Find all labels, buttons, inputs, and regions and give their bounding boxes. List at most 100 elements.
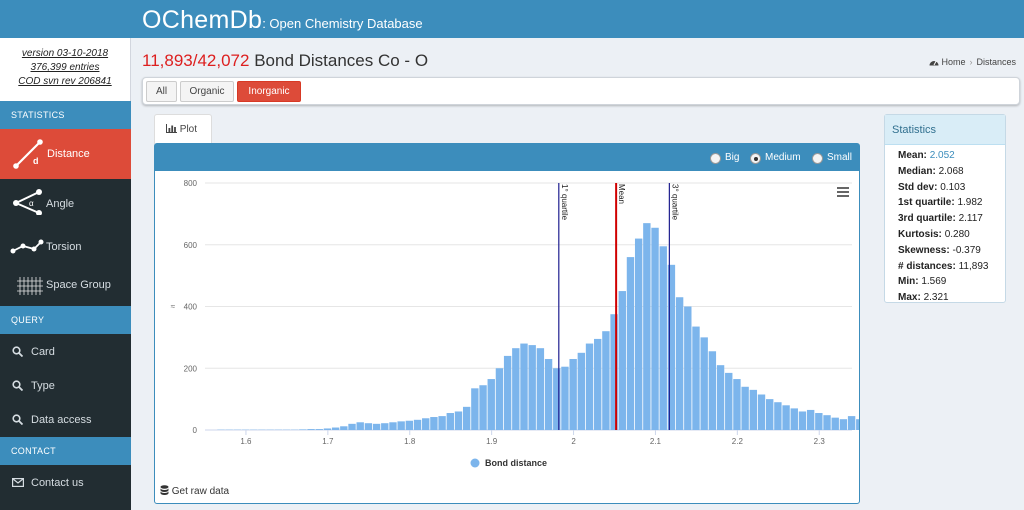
size-small-radio[interactable] — [812, 153, 823, 164]
histogram-bar — [471, 388, 479, 430]
histogram-bar — [561, 366, 569, 430]
histogram-bar — [839, 419, 848, 430]
sidebar-item-card[interactable]: Card — [0, 334, 131, 368]
histogram-bar — [831, 417, 839, 430]
filter-organic-button[interactable]: Organic — [180, 81, 234, 102]
stat-value: 0.280 — [944, 229, 970, 240]
histogram-bar — [381, 423, 389, 430]
raw-data-label: Get raw data — [171, 486, 230, 497]
version-link[interactable]: version 03-10-2018 — [21, 48, 109, 59]
x-tick-label: 2.3 — [814, 437, 826, 446]
histogram-bar — [340, 426, 348, 430]
sidebar-label-contact-us: Contact us — [31, 477, 84, 489]
contact-section-header: CONTACT — [0, 437, 131, 465]
database-icon — [160, 485, 169, 495]
sidebar-label-type: Type — [31, 380, 55, 392]
histogram-bar — [405, 420, 414, 430]
stat-label: Min: — [898, 276, 919, 288]
sidebar-item-angle[interactable]: α Angle — [0, 179, 131, 229]
size-medium-radio[interactable] — [750, 153, 761, 164]
histogram-bar — [364, 423, 373, 430]
breadcrumb: Home › Distances — [929, 57, 1016, 67]
stat-label: Max: — [898, 292, 921, 304]
sidebar-item-type[interactable]: Type — [0, 368, 131, 402]
stat-value: 2.052 — [929, 150, 955, 161]
sidebar-item-torsion[interactable]: Torsion — [0, 229, 131, 267]
hamburger-line — [837, 187, 849, 189]
sidebar-item-data-access[interactable]: Data access — [0, 402, 131, 436]
filter-all-button[interactable]: All — [146, 81, 177, 102]
sidebar-item-distance[interactable]: d Distance — [0, 129, 131, 179]
stat-row: 1st quartile: 1.982 — [898, 197, 983, 208]
histogram-bar — [700, 337, 708, 430]
size-big-label: Big — [725, 152, 740, 163]
breadcrumb-home[interactable]: Home — [941, 57, 966, 67]
histogram-bar — [446, 413, 454, 430]
histogram-bar — [618, 291, 626, 430]
histogram-bar — [536, 348, 545, 430]
histogram-bar — [847, 416, 856, 430]
size-small-label: Small — [827, 152, 853, 163]
histogram-bar — [782, 405, 790, 430]
sidebar-label-card: Card — [31, 346, 55, 358]
hamburger-icon[interactable] — [837, 187, 849, 197]
histogram-bar — [577, 352, 586, 430]
sidebar-item-contact-us[interactable]: Contact us — [0, 465, 131, 499]
x-tick-label: 2.2 — [732, 437, 744, 446]
brand-subtitle: : Open Chemistry Database — [262, 16, 423, 31]
size-big-radio[interactable] — [710, 153, 721, 164]
histogram-bar — [299, 429, 307, 430]
stat-value: 0.103 — [940, 181, 966, 193]
stat-label: Kurtosis: — [898, 229, 942, 240]
svg-text:d: d — [33, 156, 39, 166]
x-tick-label: 2 — [571, 437, 576, 446]
hamburger-line — [837, 195, 849, 197]
angle-icon: α — [13, 189, 42, 215]
histogram-bar — [544, 358, 553, 430]
histogram-bar — [643, 223, 651, 430]
entries-link[interactable]: 376,399 entries — [30, 62, 100, 73]
x-tick-label: 1.8 — [404, 437, 416, 446]
stat-label: 3rd quartile: — [898, 213, 956, 225]
stat-label: # distances: — [898, 260, 956, 272]
stat-label: Skewness: — [898, 244, 950, 256]
histogram-chart: 0 200 400 600 800 ≈1.6 1.7 1.8 1.9 2 2.1 2.2 2.3 1° q… — [171, 179, 859, 468]
histogram-bar — [487, 379, 495, 430]
sidebar-item-space-group[interactable]: Space Group — [0, 267, 131, 307]
sidebar-label-angle: Angle — [46, 198, 75, 210]
filter-inorganic-button[interactable]: Inorganic — [237, 81, 301, 102]
app-brand[interactable]: OChemDb: Open Chemistry Database — [142, 6, 423, 35]
histogram-bar — [798, 411, 807, 430]
page-title: 11,893/42,072 Bond Distances Co - O — [142, 51, 428, 71]
histogram-bar — [512, 348, 520, 430]
histogram-bar — [454, 411, 463, 430]
sidebar-label-space-group: Space Group — [46, 279, 111, 291]
get-raw-data-link[interactable]: Get raw data — [160, 485, 229, 497]
histogram-bar — [553, 368, 561, 430]
tab-plot[interactable]: Plot — [154, 114, 212, 144]
histogram-bar — [659, 246, 667, 430]
version-panel: version 03-10-2018 376,399 entries COD s… — [0, 38, 131, 101]
sidebar-label-distance: Distance — [47, 148, 90, 160]
cod-link[interactable]: COD svn rev 206841 — [18, 76, 112, 87]
histogram-bar — [692, 326, 700, 430]
histogram-bar — [757, 394, 766, 430]
stat-row: Skewness: -0.379 — [898, 245, 981, 256]
histogram-bar — [479, 385, 487, 430]
brand-title: OChemDb — [142, 6, 263, 34]
histogram-bar — [585, 343, 594, 430]
breadcrumb-current: Distances — [976, 57, 1016, 67]
x-tick-label: 1.9 — [486, 437, 498, 446]
x-tick-label: 1.7 — [322, 437, 334, 446]
marker-label: 1° quartile — [560, 184, 569, 221]
stat-row: Max: 2.321 — [898, 292, 949, 303]
query-section-header: QUERY — [0, 306, 131, 334]
chart-legend[interactable]: Bond distance — [470, 458, 548, 468]
histogram-bar — [749, 389, 758, 430]
histogram-bar — [331, 427, 340, 430]
histogram-bar — [856, 419, 859, 430]
histogram-bar — [725, 372, 733, 430]
histogram-bar — [528, 345, 536, 430]
histogram-bar — [602, 331, 610, 430]
histogram-bar — [766, 399, 774, 430]
